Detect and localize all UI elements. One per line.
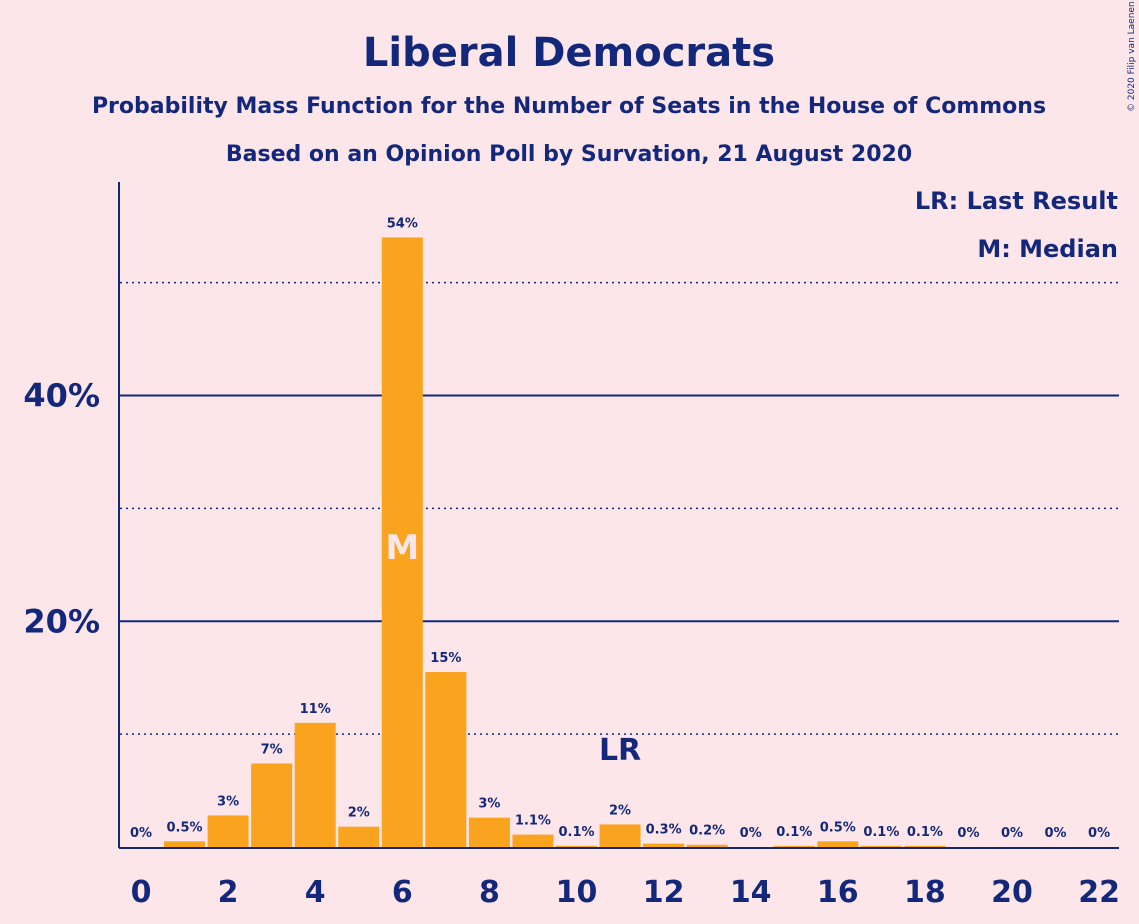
x-tick-label: 12: [643, 875, 685, 910]
x-tick-label: 2: [218, 875, 239, 910]
data-label: 0.1%: [776, 825, 812, 840]
bar: [251, 763, 293, 847]
data-label: 0.1%: [863, 825, 899, 840]
data-label: 54%: [387, 216, 418, 231]
x-tick-label: 10: [556, 875, 598, 910]
x-tick-label: 22: [1078, 875, 1120, 910]
data-label: 0%: [130, 826, 152, 841]
bar: [773, 845, 815, 847]
bar: [425, 672, 467, 847]
bar: [512, 834, 554, 847]
y-ticks: 20% 40%: [23, 377, 100, 641]
data-label: 11%: [300, 702, 331, 717]
bar: [207, 815, 249, 847]
data-label: 0%: [740, 826, 762, 841]
y-tick-label: 40%: [23, 377, 100, 415]
x-ticks: 0 2 4 6 8 10 12 14 16 18 20 22: [131, 875, 1120, 910]
data-label: 1.1%: [515, 814, 551, 829]
bar: [381, 237, 423, 848]
x-tick-label: 20: [991, 875, 1033, 910]
bar: [164, 841, 206, 847]
bar: [860, 845, 902, 847]
bar: [556, 845, 597, 847]
data-label: 0.2%: [689, 824, 725, 839]
data-label: 0%: [957, 826, 979, 841]
data-label: 2%: [348, 806, 370, 821]
copyright-text: © 2020 Filip van Laenen: [1127, 1, 1137, 112]
bar: [817, 841, 859, 847]
x-tick-label: 4: [305, 875, 326, 910]
chart-title: Liberal Democrats: [363, 30, 775, 76]
data-labels: 0% 0.5% 3% 7% 11% 2% 54% 15% 3% 1.1% 0.1% 2% 0.3% 0.2…: [130, 216, 1110, 841]
x-tick-label: 18: [904, 875, 946, 910]
x-tick-label: 8: [479, 875, 500, 910]
data-label: 0.1%: [907, 825, 943, 840]
bar: [599, 824, 641, 847]
data-label: 15%: [430, 651, 461, 666]
data-label: 0.3%: [646, 823, 682, 838]
bar: [468, 817, 510, 847]
x-tick-label: 14: [730, 875, 772, 910]
bar: [686, 844, 728, 847]
median-marker: M: [385, 528, 419, 568]
bar: [338, 826, 380, 847]
data-label: 3%: [478, 797, 500, 812]
bar: [904, 845, 946, 847]
data-label: 3%: [217, 794, 239, 809]
bar: [294, 722, 336, 847]
legend-median: M: Median: [977, 235, 1118, 263]
x-tick-label: 6: [392, 875, 413, 910]
data-label: 0.5%: [167, 820, 203, 835]
data-label: 0.5%: [820, 820, 856, 835]
data-label: 0%: [1045, 826, 1067, 841]
data-label: 7%: [261, 742, 283, 757]
legend-last-result: LR: Last Result: [915, 187, 1118, 215]
bars: [164, 237, 946, 848]
gridlines: [120, 281, 1119, 735]
x-tick-label: 0: [131, 875, 152, 910]
bar: [643, 843, 685, 847]
last-result-marker: LR: [599, 733, 641, 768]
data-label: 0.1%: [558, 825, 594, 840]
data-label: 0%: [1001, 826, 1023, 841]
chart-subtitle-1: Probability Mass Function for the Number…: [92, 94, 1046, 119]
y-tick-label: 20%: [23, 602, 100, 640]
data-label: 2%: [609, 803, 631, 818]
data-label: 0%: [1088, 826, 1110, 841]
x-tick-label: 16: [817, 875, 859, 910]
chart-subtitle-2: Based on an Opinion Poll by Survation, 2…: [226, 142, 912, 167]
